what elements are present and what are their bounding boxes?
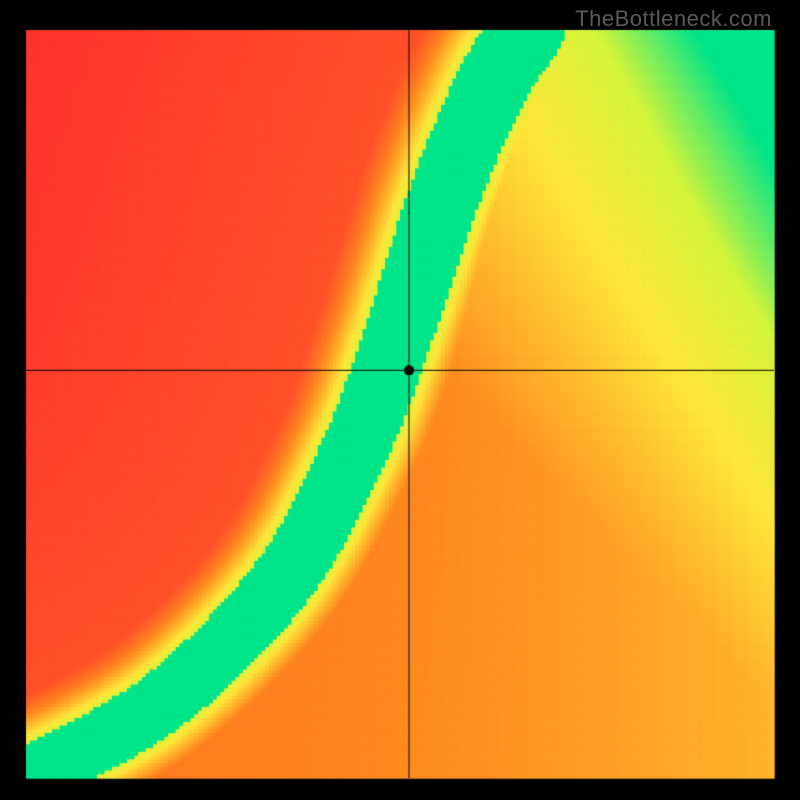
watermark-text: TheBottleneck.com (575, 6, 772, 32)
heatmap-canvas (0, 0, 800, 800)
chart-container: TheBottleneck.com (0, 0, 800, 800)
